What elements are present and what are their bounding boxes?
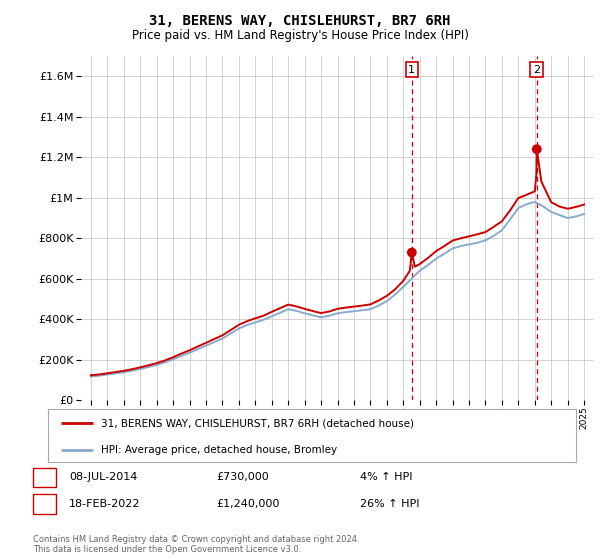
Text: 31, BERENS WAY, CHISLEHURST, BR7 6RH: 31, BERENS WAY, CHISLEHURST, BR7 6RH [149,14,451,28]
Text: 2: 2 [533,64,541,74]
Text: £1,240,000: £1,240,000 [216,499,280,509]
Text: 2: 2 [41,499,48,509]
Text: HPI: Average price, detached house, Bromley: HPI: Average price, detached house, Brom… [101,445,337,455]
Point [532,144,542,153]
Text: £730,000: £730,000 [216,472,269,482]
Text: 08-JUL-2014: 08-JUL-2014 [69,472,137,482]
Text: 26% ↑ HPI: 26% ↑ HPI [360,499,419,509]
Text: 31, BERENS WAY, CHISLEHURST, BR7 6RH (detached house): 31, BERENS WAY, CHISLEHURST, BR7 6RH (de… [101,418,414,428]
Text: Contains HM Land Registry data © Crown copyright and database right 2024.
This d: Contains HM Land Registry data © Crown c… [33,535,359,554]
Text: 1: 1 [409,64,415,74]
Text: 18-FEB-2022: 18-FEB-2022 [69,499,140,509]
Text: 1: 1 [41,472,48,482]
Text: Price paid vs. HM Land Registry's House Price Index (HPI): Price paid vs. HM Land Registry's House … [131,29,469,42]
Point [407,248,416,257]
Text: 4% ↑ HPI: 4% ↑ HPI [360,472,413,482]
